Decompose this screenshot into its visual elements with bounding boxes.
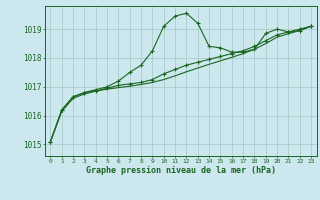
X-axis label: Graphe pression niveau de la mer (hPa): Graphe pression niveau de la mer (hPa) (86, 166, 276, 175)
